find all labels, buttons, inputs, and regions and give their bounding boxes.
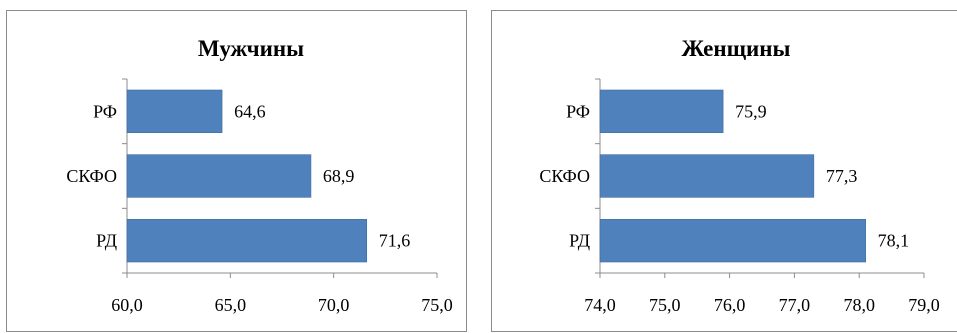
x-tick-label: 70,0	[318, 295, 350, 315]
category-label: РД	[569, 231, 590, 251]
chart-panel-women: Женщины 74,0 75,0 76,0 77,0 78,0 79,0 РФ 75,9 СК…	[491, 10, 957, 332]
x-tick-label: 79,0	[908, 295, 940, 315]
bar	[126, 154, 312, 198]
data-label: 75,9	[735, 101, 767, 121]
x-tick-label: 65,0	[215, 295, 247, 315]
data-label: 77,3	[826, 166, 858, 186]
bar	[599, 89, 724, 133]
bar	[599, 219, 866, 263]
x-tick-label: 77,0	[779, 295, 811, 315]
category-label: СКФО	[539, 166, 590, 186]
bar	[126, 89, 223, 133]
bar	[599, 154, 815, 198]
category-label: РД	[96, 231, 117, 251]
chart-title: Мужчины	[198, 36, 304, 61]
data-label: 71,6	[379, 231, 411, 251]
x-tick-label: 60,0	[111, 295, 143, 315]
data-label: 78,1	[878, 231, 910, 251]
chart-panel-men: Мужчины 60,0 65,0 70,0 75,0 РФ 64,6 СКФО 68,9 РД…	[6, 10, 467, 332]
bar	[126, 219, 368, 263]
category-label: РФ	[93, 101, 117, 121]
chart-title: Женщины	[682, 36, 791, 61]
x-tick-label: 75,0	[421, 295, 453, 315]
category-label: РФ	[566, 101, 590, 121]
plot-area: 60,0 65,0 70,0 75,0 РФ 64,6 СКФО 68,9 РД 71,6	[66, 78, 453, 315]
x-tick-label: 78,0	[843, 295, 875, 315]
plot-area: 74,0 75,0 76,0 77,0 78,0 79,0 РФ 75,9 СКФО 77,3 РД…	[539, 78, 940, 315]
x-tick-label: 74,0	[584, 295, 616, 315]
x-tick-label: 76,0	[714, 295, 746, 315]
data-label: 64,6	[234, 101, 265, 121]
chart-men: Мужчины 60,0 65,0 70,0 75,0 РФ 64,6 СКФО 68,9 РД…	[66, 36, 453, 315]
x-tick-label: 75,0	[649, 295, 681, 315]
data-label: 68,9	[323, 166, 355, 186]
chart-women: Женщины 74,0 75,0 76,0 77,0 78,0 79,0 РФ 75,9 СК…	[539, 36, 940, 315]
category-label: СКФО	[66, 166, 117, 186]
